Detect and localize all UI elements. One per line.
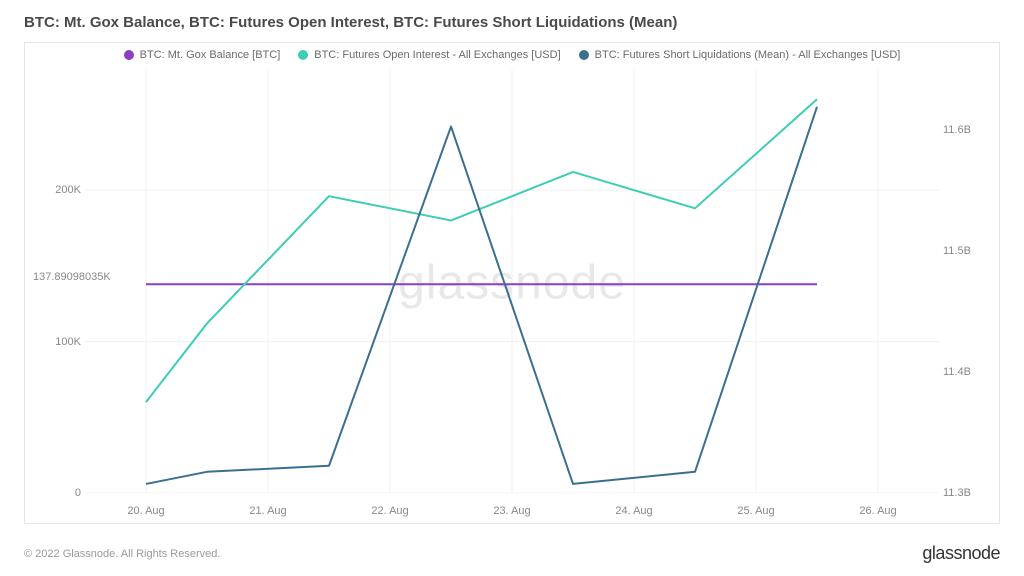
legend: BTC: Mt. Gox Balance [BTC] BTC: Futures O… — [25, 49, 999, 61]
chart-title: BTC: Mt. Gox Balance, BTC: Futures Open … — [24, 14, 677, 31]
x-tick: 25. Aug — [695, 505, 817, 517]
x-axis: 20. Aug21. Aug22. Aug23. Aug24. Aug25. A… — [85, 505, 939, 517]
chart-svg — [85, 69, 939, 493]
legend-swatch — [124, 50, 134, 60]
legend-label: BTC: Mt. Gox Balance [BTC] — [140, 49, 281, 61]
copyright-text: © 2022 Glassnode. All Rights Reserved. — [24, 548, 220, 560]
line-annotation: 137.89098035K — [33, 271, 111, 283]
legend-swatch — [298, 50, 308, 60]
brand-logo: glassnode — [922, 543, 1000, 564]
x-tick: 22. Aug — [329, 505, 451, 517]
legend-item: BTC: Mt. Gox Balance [BTC] — [124, 49, 281, 61]
x-tick: 20. Aug — [85, 505, 207, 517]
y-axis-right: 11.3B11.4B11.5B11.6B — [943, 69, 991, 493]
footer: © 2022 Glassnode. All Rights Reserved. g… — [24, 543, 1000, 564]
legend-swatch — [579, 50, 589, 60]
plot-area — [85, 69, 939, 493]
x-tick: 26. Aug — [817, 505, 939, 517]
x-tick: 24. Aug — [573, 505, 695, 517]
legend-label: BTC: Futures Open Interest - All Exchang… — [314, 49, 560, 61]
legend-item: BTC: Futures Open Interest - All Exchang… — [298, 49, 560, 61]
x-tick: 21. Aug — [207, 505, 329, 517]
x-tick: 23. Aug — [451, 505, 573, 517]
legend-item: BTC: Futures Short Liquidations (Mean) -… — [579, 49, 901, 61]
chart-panel: BTC: Mt. Gox Balance [BTC] BTC: Futures O… — [24, 42, 1000, 524]
legend-label: BTC: Futures Short Liquidations (Mean) -… — [595, 49, 901, 61]
